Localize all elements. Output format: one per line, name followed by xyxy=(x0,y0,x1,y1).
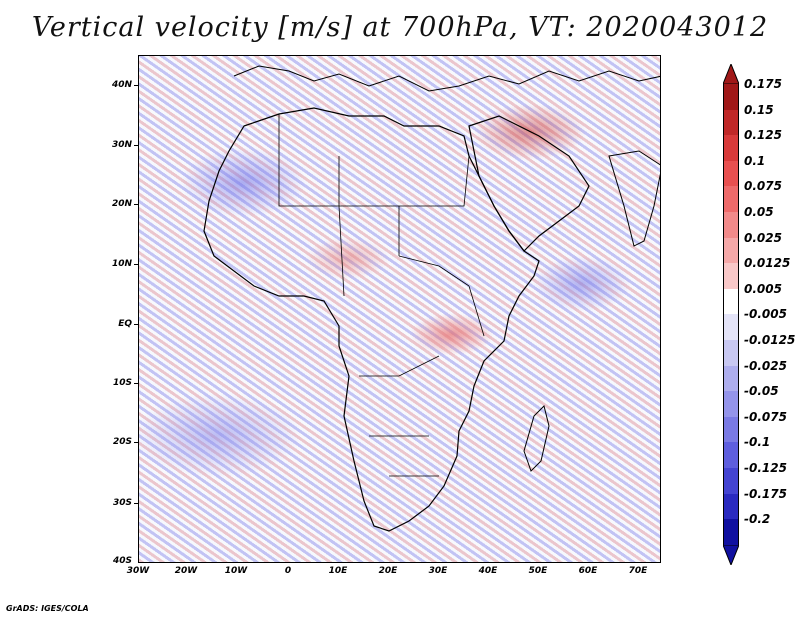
colorbar-box xyxy=(723,468,739,494)
lon-label-10w: 10W xyxy=(224,566,248,576)
africa-coastline-map xyxy=(203,65,660,532)
colorbar-box xyxy=(723,519,739,545)
colorbar-box xyxy=(723,416,739,443)
lon-label-0: 0 xyxy=(284,566,292,576)
colorbar-bottom-arrow xyxy=(723,544,739,565)
lat-tick xyxy=(134,324,138,325)
colorbar-label: 0.025 xyxy=(744,230,782,245)
lat-label-eq: EQ xyxy=(118,319,132,329)
country-borders xyxy=(278,114,485,477)
lat-label-10s: 10S xyxy=(112,378,132,388)
colorbar-box xyxy=(723,186,739,212)
arabia-coastline xyxy=(468,115,590,252)
colorbar-box xyxy=(723,365,739,392)
lat-tick xyxy=(134,503,138,504)
colorbar-box xyxy=(723,442,739,468)
colorbar-label: 0.005 xyxy=(744,281,782,296)
colorbar-label: -0.175 xyxy=(744,486,787,501)
map-plot-area xyxy=(138,55,661,563)
lon-label-50e: 50E xyxy=(528,566,548,576)
lat-label-20s: 20S xyxy=(112,437,132,447)
colorbar-label: 0.0125 xyxy=(744,256,791,271)
lon-label-30e: 30E xyxy=(428,566,448,576)
lon-label-20w: 20W xyxy=(174,566,198,576)
lat-label-40n: 40N xyxy=(111,80,132,90)
lon-label-20e: 20E xyxy=(378,566,398,576)
colorbar-label: -0.1 xyxy=(744,435,771,450)
colorbar-box xyxy=(723,135,739,161)
lat-label-20n: 20N xyxy=(111,199,132,209)
africa-coastline xyxy=(203,107,540,532)
colorbar xyxy=(723,84,739,545)
colorbar-label: -0.0125 xyxy=(744,333,796,347)
madagascar-coastline xyxy=(523,405,550,472)
lat-tick xyxy=(134,442,138,443)
colorbar-label: -0.005 xyxy=(744,307,787,322)
lat-label-40s: 40S xyxy=(112,556,132,566)
colorbar-label: -0.2 xyxy=(744,512,771,527)
colorbar-box xyxy=(723,314,739,340)
lat-tick xyxy=(134,145,138,146)
lat-tick xyxy=(134,204,138,205)
lon-label-10e: 10E xyxy=(328,566,348,576)
colorbar-label: 0.175 xyxy=(744,77,782,91)
colorbar-bottom-arrow-shape xyxy=(723,544,739,565)
colorbar-box xyxy=(723,84,739,110)
india-coastline xyxy=(608,150,660,247)
colorbar-top-arrow xyxy=(723,64,739,84)
europe-coastline xyxy=(233,65,660,92)
colorbar-label: 0.15 xyxy=(744,102,774,117)
colorbar-label: 0.075 xyxy=(744,179,782,194)
lat-tick xyxy=(134,264,138,265)
lon-label-70e: 70E xyxy=(628,566,648,576)
lon-label-30w: 30W xyxy=(126,566,150,576)
colorbar-box xyxy=(723,493,739,520)
map-title: Vertical velocity [m/s] at 700hPa, VT: 2… xyxy=(31,12,769,43)
colorbar-label: -0.125 xyxy=(744,461,787,475)
lat-tick xyxy=(134,383,138,384)
colorbar-box xyxy=(723,109,739,136)
colorbar-box xyxy=(723,340,739,366)
lat-tick xyxy=(134,85,138,86)
colorbar-box xyxy=(723,263,739,289)
colorbar-label: 0.05 xyxy=(744,205,774,219)
lat-label-30s: 30S xyxy=(112,498,132,508)
colorbar-top-arrow-shape xyxy=(723,64,739,84)
colorbar-box xyxy=(723,160,739,187)
colorbar-box xyxy=(723,391,739,417)
colorbar-label: -0.025 xyxy=(744,358,787,373)
colorbar-label: 0.1 xyxy=(744,153,766,168)
lat-label-30n: 30N xyxy=(111,140,132,150)
colorbar-label: -0.075 xyxy=(744,409,787,424)
colorbar-box xyxy=(723,212,739,238)
lon-label-60e: 60E xyxy=(578,566,598,576)
colorbar-label: -0.05 xyxy=(744,384,779,399)
lat-label-10n: 10N xyxy=(111,259,132,269)
colorbar-box xyxy=(723,237,739,264)
colorbar-box xyxy=(723,288,739,315)
footer-credit: GrADS: IGES/COLA xyxy=(6,604,89,613)
colorbar-label: 0.125 xyxy=(744,128,782,143)
lon-label-40e: 40E xyxy=(478,566,498,576)
